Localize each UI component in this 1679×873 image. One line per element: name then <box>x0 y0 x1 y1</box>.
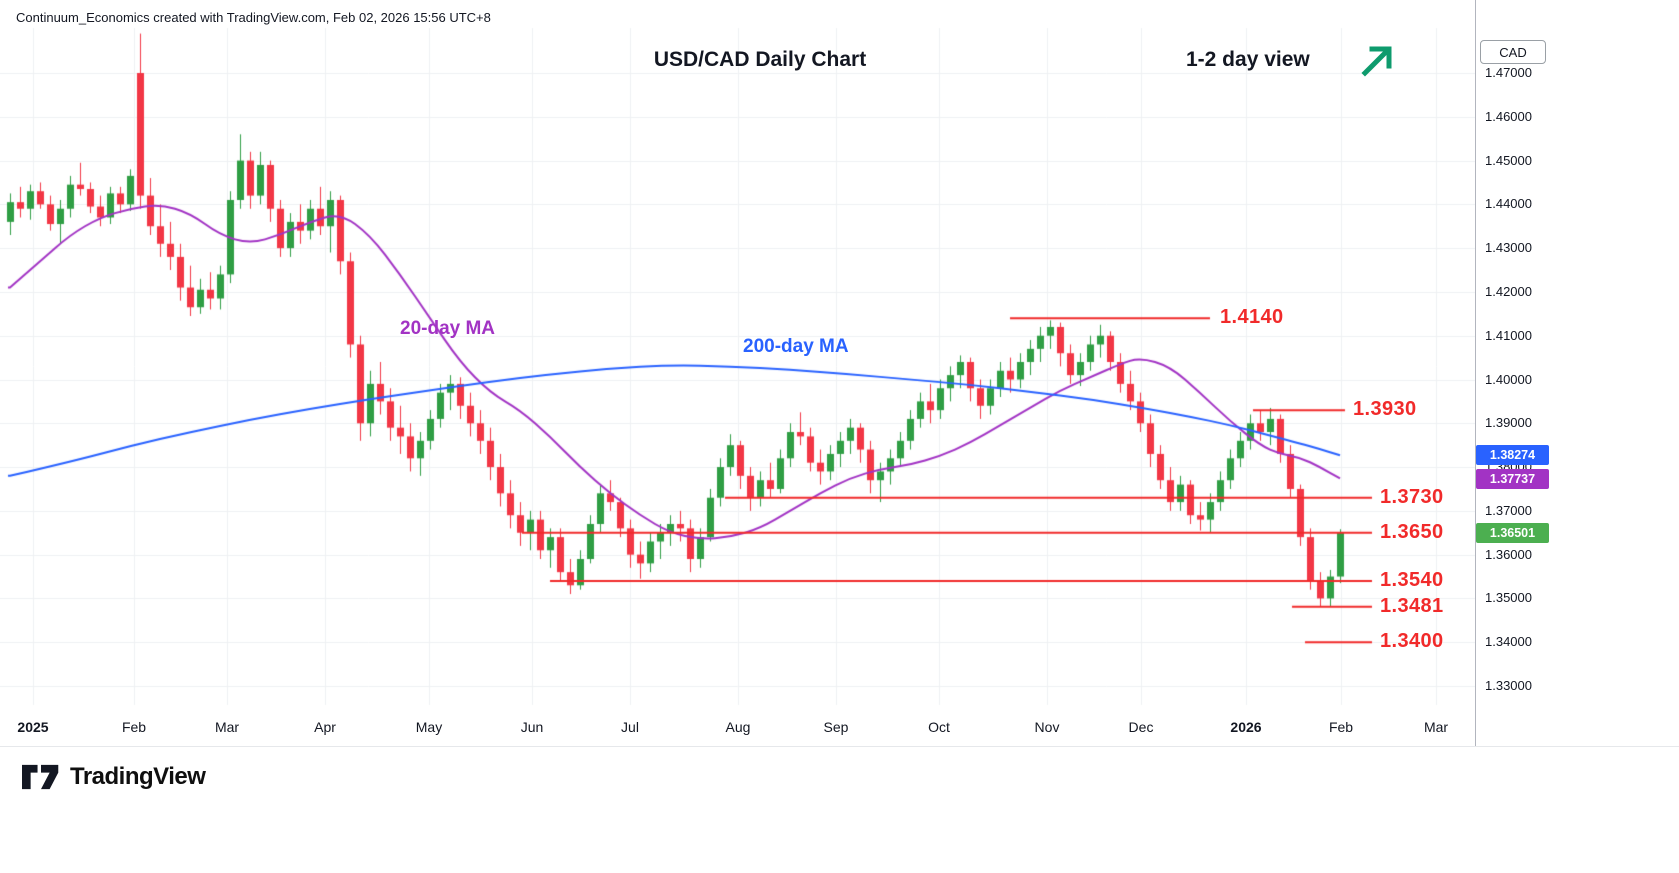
bottom-divider <box>0 746 1679 747</box>
level-label-1.3481[interactable]: 1.3481 <box>1380 594 1444 617</box>
time-axis-label-Nov: Nov <box>1034 719 1060 735</box>
time-axis-label-Feb: Feb <box>1328 719 1354 735</box>
tradingview-logo-icon <box>22 764 59 790</box>
time-axis-label-Feb: Feb <box>121 719 147 735</box>
ma20-price-tag: 1.37737 <box>1476 468 1549 489</box>
level-label-1.3400[interactable]: 1.3400 <box>1380 630 1444 653</box>
ma200-label[interactable]: 200-day MA <box>743 336 849 357</box>
price-axis[interactable]: CAD 1.47000 1.46000 1.45000 1.44000 1.43000 1… <box>1476 0 1679 746</box>
price-axis-label: 1.35000 <box>1485 590 1532 606</box>
time-axis-label-Aug: Aug <box>725 719 751 735</box>
level-label-1.3730[interactable]: 1.3730 <box>1380 485 1444 508</box>
price-axis-separator <box>1475 0 1476 746</box>
last-price-tag: 1.36501 <box>1476 522 1549 543</box>
price-axis-label: 1.47000 <box>1485 65 1532 80</box>
price-axis-label: 1.40000 <box>1485 371 1532 387</box>
time-axis-label-Mar: Mar <box>1423 719 1449 735</box>
price-axis-label: 1.42000 <box>1485 283 1532 299</box>
trend-arrow-icon[interactable] <box>1358 42 1396 80</box>
chart-plot-canvas[interactable] <box>0 0 1475 710</box>
level-label-1.4140[interactable]: 1.4140 <box>1220 306 1284 329</box>
price-axis-label: 1.37000 <box>1485 502 1532 518</box>
price-axis-label: 1.33000 <box>1485 678 1532 693</box>
time-axis-label-Oct: Oct <box>928 719 950 735</box>
price-axis-label: 1.39000 <box>1485 415 1532 431</box>
chart-title: USD/CAD Daily Chart <box>653 48 867 71</box>
price-axis-label: 1.36000 <box>1485 546 1532 562</box>
level-label-1.3930[interactable]: 1.3930 <box>1353 398 1417 421</box>
plot-overlay: USD/CAD Daily Chart 1-2 day view 20-day … <box>400 42 1444 653</box>
level-label-1.3540[interactable]: 1.3540 <box>1380 568 1444 591</box>
view-horizon-label: 1-2 day view <box>1186 48 1310 71</box>
ma200-price-tag: 1.38274 <box>1476 445 1549 466</box>
level-label-1.3650[interactable]: 1.3650 <box>1380 520 1444 543</box>
ma20-label[interactable]: 20-day MA <box>400 318 496 339</box>
currency-badge: CAD <box>1480 40 1546 64</box>
time-axis-label-May: May <box>415 719 443 735</box>
time-axis-label-Jul: Jul <box>621 719 639 735</box>
time-axis-label-Jun: Jun <box>520 719 544 735</box>
price-axis-label: 1.41000 <box>1485 327 1532 343</box>
price-axis-label: 1.46000 <box>1485 108 1532 124</box>
price-axis-label: 1.34000 <box>1485 634 1532 650</box>
price-axis-label: 1.44000 <box>1485 196 1532 212</box>
time-axis-label-Sep: Sep <box>823 719 849 735</box>
time-axis[interactable]: 2025 Feb Mar Apr May Jun Jul Aug Sep Oct Nov Dec 202… <box>0 705 1475 746</box>
time-axis-label-Mar: Mar <box>214 719 240 735</box>
price-axis-label: 1.43000 <box>1485 240 1532 256</box>
time-axis-label-2026: 2026 <box>1230 719 1262 735</box>
time-axis-label-2025: 2025 <box>17 719 49 735</box>
tradingview-logo[interactable]: TradingView <box>22 762 206 792</box>
tradingview-logo-text: TradingView <box>70 763 206 790</box>
time-axis-label-Apr: Apr <box>314 719 336 735</box>
price-axis-label: 1.45000 <box>1485 152 1532 168</box>
time-axis-label-Dec: Dec <box>1128 719 1154 735</box>
